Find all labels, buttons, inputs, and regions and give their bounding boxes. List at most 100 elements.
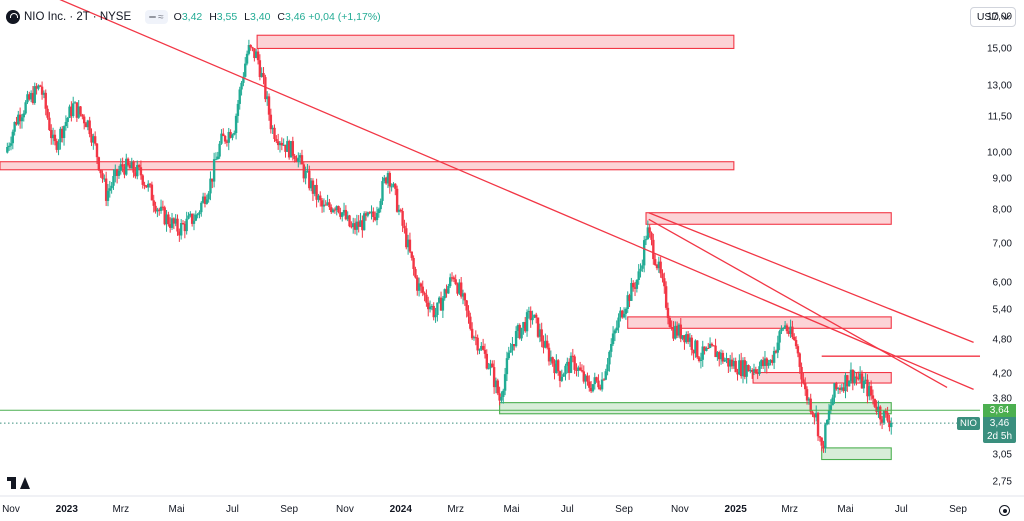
candle-body [787, 331, 790, 334]
candle-body [703, 346, 706, 351]
candle-body [661, 273, 664, 279]
candle-body [886, 412, 889, 421]
candle-body [46, 108, 49, 118]
candle-body [798, 353, 801, 367]
candle-body [443, 289, 446, 299]
ohlc-readout: O3,42 H3,55 L3,40 C3,46 +0,04 (+1,17%) [174, 11, 381, 23]
candle-body [348, 215, 351, 227]
close-key: C [277, 11, 285, 23]
candle-body [507, 352, 510, 359]
candle-body [505, 358, 509, 375]
candle-body [410, 251, 413, 258]
candle-body [322, 204, 326, 207]
candle-body [816, 412, 820, 437]
candle-body [644, 239, 648, 241]
candle-body [331, 209, 335, 213]
candle-body [714, 345, 717, 358]
support-zone [821, 447, 892, 461]
candle-body [760, 360, 763, 367]
candle-body [108, 188, 112, 191]
candle-body [498, 393, 501, 401]
candle-body [688, 337, 692, 342]
candle-body [304, 170, 307, 179]
candle-body [467, 310, 470, 317]
candle-body [827, 410, 831, 420]
candle-body [244, 63, 247, 77]
candle-body [571, 355, 575, 357]
candle-body [342, 209, 346, 213]
indicator-toggle-chip[interactable]: ≈ [145, 10, 168, 24]
candle-body [42, 92, 46, 95]
candle-body [123, 166, 126, 175]
candle-body [516, 325, 520, 331]
currency-dropdown[interactable]: USD [969, 7, 1016, 27]
candle-body [692, 349, 695, 354]
candle-body [761, 360, 765, 366]
candle-body [242, 76, 245, 83]
candle-body [253, 48, 256, 58]
candle-body [476, 337, 479, 351]
candle-body [738, 360, 741, 375]
price-axis-label: 17,00 [986, 11, 1012, 23]
candle-body [167, 214, 170, 225]
candle-body [767, 362, 770, 366]
candle-body [809, 398, 812, 412]
candle-body [478, 349, 481, 351]
candle-body [134, 172, 137, 177]
candle-body [194, 214, 198, 221]
candle-body [238, 89, 241, 104]
time-axis-label: Sep [949, 504, 967, 515]
candle-body [421, 286, 424, 293]
candle-body [13, 122, 16, 132]
candle-body [92, 136, 95, 143]
candle-body [313, 184, 316, 194]
candle-body [718, 352, 721, 360]
candle-body [465, 300, 468, 311]
candle-body [879, 406, 882, 420]
candle-body [708, 343, 712, 349]
symbol-title[interactable]: NIO Inc. · 2T · NYSE [24, 11, 132, 23]
candle-body [741, 360, 745, 377]
candle-body [875, 406, 878, 412]
candle-body [82, 116, 86, 124]
candle-body [545, 340, 549, 348]
candle-body [37, 85, 40, 89]
tradingview-logo-icon[interactable] [7, 477, 33, 491]
candle-body [728, 359, 732, 367]
candle-body [26, 94, 29, 103]
candle-body [564, 365, 567, 375]
candle-body [423, 292, 426, 295]
candle-body [346, 215, 349, 220]
candle-body [28, 94, 31, 100]
candle-body [48, 117, 51, 131]
candle-body [229, 131, 232, 138]
high-value: 3,55 [216, 11, 238, 23]
candle-body [642, 240, 646, 266]
candle-body [121, 164, 124, 167]
candle-body [291, 141, 295, 156]
candle-body [503, 374, 507, 391]
candle-body [584, 375, 587, 382]
candle-body [148, 183, 152, 185]
candle-body [430, 305, 434, 307]
candle-body [328, 202, 331, 208]
candle-body [79, 106, 82, 115]
candle-body [447, 286, 450, 294]
candle-body [352, 223, 355, 227]
candle-body [227, 131, 230, 143]
candle-body [653, 259, 657, 266]
candle-body [406, 239, 410, 248]
candle-body [110, 185, 113, 189]
candle-body [414, 268, 417, 278]
candle-body [234, 115, 238, 134]
candle-body [448, 277, 452, 287]
candle-body [93, 136, 97, 144]
candle-body [196, 214, 199, 216]
gear-icon[interactable] [999, 505, 1010, 516]
candle-body [265, 96, 269, 100]
candle-body [890, 423, 893, 428]
candle-body [615, 327, 618, 331]
candle-body [621, 310, 624, 318]
candle-body [18, 114, 22, 122]
